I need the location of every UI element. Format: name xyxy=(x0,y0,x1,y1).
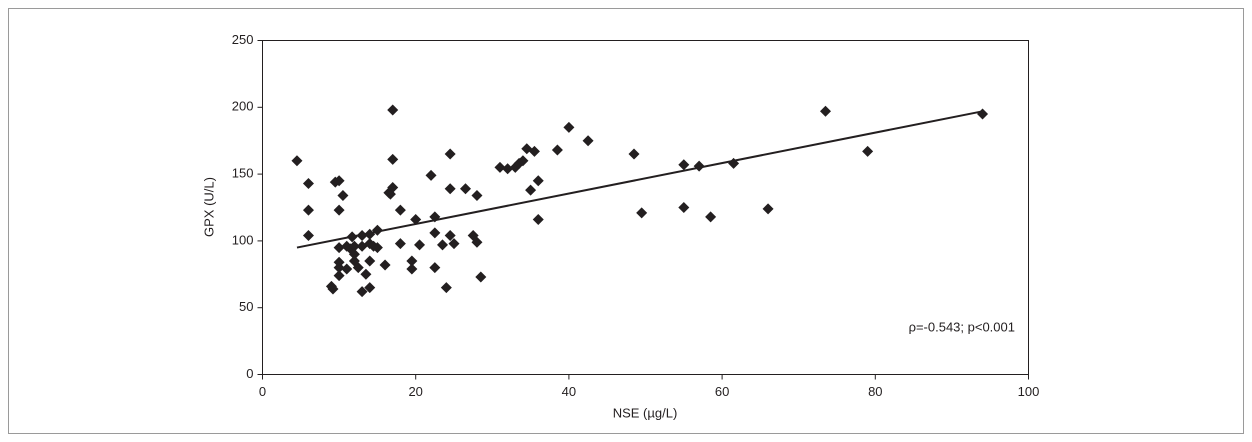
point xyxy=(693,160,705,172)
point xyxy=(820,105,832,117)
point xyxy=(471,236,483,248)
point xyxy=(678,202,690,213)
point xyxy=(525,184,537,196)
y-tick-label: 200 xyxy=(232,99,254,114)
point xyxy=(337,189,349,201)
point xyxy=(364,282,376,294)
point xyxy=(448,238,460,250)
y-tick-label: 150 xyxy=(232,166,254,181)
y-axis-label: GPX (U/L) xyxy=(201,177,216,237)
point xyxy=(862,145,874,157)
point xyxy=(360,268,372,280)
point xyxy=(387,104,399,116)
point xyxy=(352,262,364,274)
point xyxy=(364,255,376,267)
point xyxy=(379,259,391,271)
point xyxy=(348,248,360,260)
point xyxy=(364,228,376,240)
point xyxy=(333,262,345,274)
point xyxy=(705,211,717,223)
point xyxy=(291,155,303,167)
y-tick-label: 0 xyxy=(246,366,253,381)
point xyxy=(406,263,418,275)
point xyxy=(678,159,690,171)
point xyxy=(302,230,314,242)
point xyxy=(333,204,345,216)
point xyxy=(440,282,452,294)
point xyxy=(371,224,383,236)
point xyxy=(977,108,989,120)
point xyxy=(563,121,575,133)
point xyxy=(551,144,563,156)
point xyxy=(528,145,540,157)
x-axis-label: NSE (µg/L) xyxy=(613,405,678,420)
x-tick-label: 0 xyxy=(259,384,266,399)
point xyxy=(356,230,368,242)
point xyxy=(302,177,314,189)
annotation: ρ=-0.543; p<0.001 xyxy=(909,319,1015,334)
x-tick-label: 100 xyxy=(1018,384,1040,399)
point xyxy=(582,135,594,147)
point xyxy=(444,230,456,242)
point xyxy=(502,163,514,175)
point xyxy=(628,148,640,160)
point xyxy=(406,255,418,267)
point xyxy=(444,148,456,160)
point xyxy=(371,242,383,254)
x-tick-label: 40 xyxy=(562,384,576,399)
trend-line xyxy=(296,110,983,249)
point xyxy=(517,155,529,167)
frame xyxy=(8,8,1244,434)
point xyxy=(348,240,360,252)
point xyxy=(459,183,471,195)
y-tick-label: 250 xyxy=(232,32,254,47)
point xyxy=(532,175,544,187)
point xyxy=(410,214,422,226)
point xyxy=(429,227,441,239)
point xyxy=(437,239,449,251)
point xyxy=(302,204,314,216)
x-tick-label: 60 xyxy=(715,384,729,399)
y-tick-label: 50 xyxy=(239,299,253,314)
point xyxy=(333,175,345,187)
point xyxy=(444,183,456,195)
x-tick-label: 20 xyxy=(408,384,422,399)
point xyxy=(387,181,399,193)
point xyxy=(636,207,648,219)
point xyxy=(394,238,406,250)
x-tick-label: 80 xyxy=(868,384,882,399)
point xyxy=(728,157,740,169)
point xyxy=(429,211,441,223)
point xyxy=(494,161,506,173)
point xyxy=(471,189,483,201)
point xyxy=(425,169,437,181)
point xyxy=(414,239,426,251)
point xyxy=(429,262,441,274)
y-tick-label: 100 xyxy=(232,232,254,247)
point xyxy=(327,283,339,295)
point xyxy=(762,203,774,215)
point xyxy=(475,271,487,283)
point xyxy=(532,214,544,226)
point xyxy=(333,270,345,282)
point xyxy=(394,204,406,216)
point xyxy=(356,286,368,298)
point xyxy=(341,263,353,275)
point xyxy=(333,242,345,254)
point xyxy=(346,231,358,243)
plot-frame xyxy=(262,40,1029,375)
point xyxy=(387,153,399,165)
